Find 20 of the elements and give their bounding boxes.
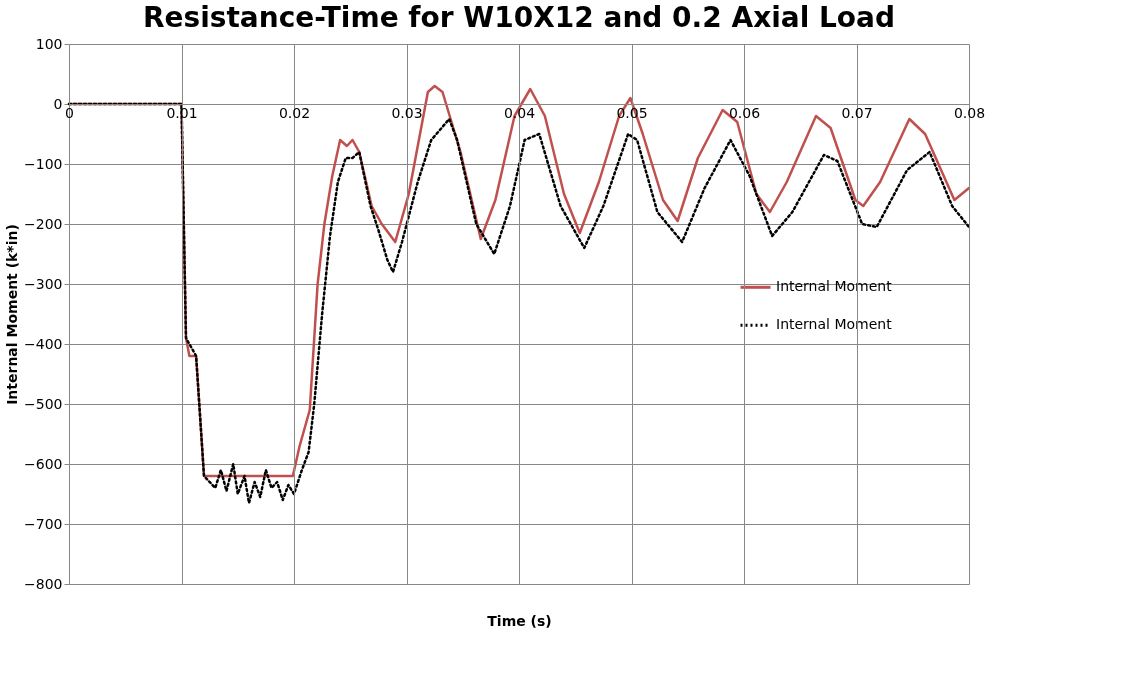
y-tick-label: −100 <box>24 155 63 172</box>
y-tick-label: −400 <box>24 335 63 352</box>
y-tick-label: −500 <box>24 395 63 412</box>
x-tick-label: 0.06 <box>728 104 761 121</box>
legend-label: Internal Moment <box>776 316 893 333</box>
x-axis-title: Time (s) <box>487 612 552 629</box>
y-axis-title: Internal Moment (k*in) <box>4 224 21 405</box>
x-tick-label: 0.08 <box>953 104 986 121</box>
y-tick-label: −600 <box>24 455 63 472</box>
chart-title: Resistance-Time for W10X12 and 0.2 Axial Load <box>142 1 896 34</box>
x-tick-label: 0 <box>65 104 74 121</box>
y-tick-label: −200 <box>24 215 63 232</box>
y-tick-label: −800 <box>24 575 63 592</box>
x-tick-label: 0.07 <box>841 104 873 121</box>
y-tick-label: 100 <box>35 35 63 52</box>
legend-label: Internal Moment <box>776 278 893 295</box>
x-tick-label: 0.02 <box>278 104 311 121</box>
y-tick-label: −300 <box>24 275 63 292</box>
x-tick-label: 0.03 <box>391 104 423 121</box>
y-tick-label: −700 <box>24 515 63 532</box>
